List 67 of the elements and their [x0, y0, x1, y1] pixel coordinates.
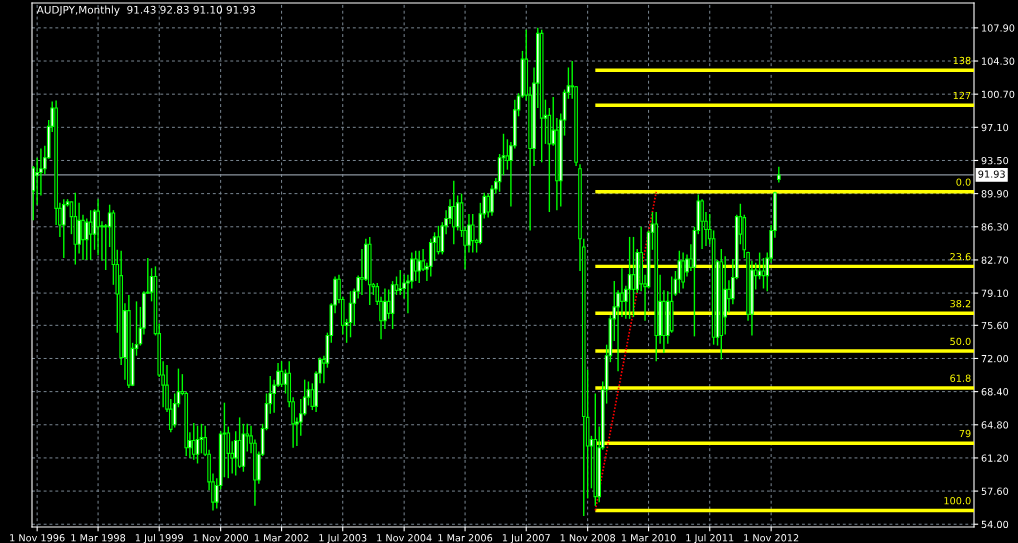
candlestick — [386, 288, 391, 320]
candlestick — [727, 279, 731, 314]
y-tick-label: 64.80 — [981, 421, 1009, 429]
x-tick-label: 1 Jul 2011 — [686, 533, 734, 543]
series-label: 23.6 — [950, 252, 971, 261]
y-tick-label: 61.20 — [981, 454, 1009, 462]
candlestick — [96, 198, 100, 257]
candlestick — [81, 214, 85, 261]
candlestick — [61, 198, 66, 259]
y-tick-label: 75.60 — [981, 321, 1009, 330]
candlestick — [360, 248, 364, 296]
x-tick-label: 1 Nov 2012 — [744, 534, 799, 542]
y-tick-label: 54.00 — [981, 520, 1009, 529]
candlestick — [191, 422, 196, 461]
series-label: 50.0 — [950, 337, 971, 346]
y-tick-label: 100.70 — [982, 90, 1015, 98]
x-tick-label: 1 Jul 2007 — [502, 533, 550, 543]
y-tick-label: 57.60 — [981, 487, 1009, 495]
candlestick — [620, 267, 624, 318]
y-tick-label: 107.90 — [982, 24, 1015, 32]
x-tick-label: 1 Nov 1996 — [10, 534, 65, 542]
series-label: 138 — [953, 56, 971, 65]
candlestick — [88, 209, 93, 261]
candlestick — [677, 250, 682, 294]
candlestick — [757, 251, 762, 280]
candlestick — [470, 213, 475, 254]
candlestick — [486, 192, 490, 219]
x-tick-label: 1 Jul 2003 — [319, 533, 367, 543]
candlestick — [383, 287, 387, 330]
candlestick — [700, 198, 704, 250]
y-tick-label: 93.50 — [981, 156, 1009, 165]
y-tick-label: 72.00 — [981, 354, 1009, 363]
series-label: 61.8 — [950, 374, 971, 382]
candlestick — [681, 251, 685, 290]
y-tick-label: 89.90 — [981, 190, 1009, 198]
series-label: 38.2 — [950, 299, 971, 308]
series-label: 100.0 — [944, 497, 971, 505]
x-tick-label: 1 Mar 2006 — [438, 534, 493, 542]
chart-title: AUDJPY,Monthly 91.43 92.83 91.10 91.93 — [36, 5, 255, 16]
y-tick-label: 68.40 — [981, 388, 1009, 396]
candlestick — [417, 250, 422, 284]
candlestick — [451, 180, 456, 245]
series-label: 79 — [959, 429, 971, 438]
candlestick — [777, 165, 781, 184]
x-tick-label: 1 Mar 1998 — [71, 534, 126, 542]
candlestick — [398, 269, 403, 296]
series-label: 127 — [953, 91, 971, 100]
candlestick — [627, 236, 632, 320]
x-tick-label: 1 Jul 1999 — [135, 533, 183, 543]
candlestick — [761, 257, 766, 290]
y-tick-label: 104.30 — [982, 57, 1015, 65]
candlestick — [413, 250, 418, 282]
x-tick-label: 1 Mar 2002 — [254, 534, 309, 542]
y-tick-label: 79.10 — [981, 289, 1009, 297]
x-tick-label: 1 Nov 2008 — [560, 534, 616, 542]
y-tick-label: 82.70 — [981, 256, 1009, 264]
y-tick-label: 97.10 — [981, 123, 1009, 132]
x-tick-label: 1 Mar 2010 — [621, 534, 676, 542]
x-tick-label: 1 Nov 2004 — [377, 534, 432, 542]
candlestick — [233, 430, 238, 477]
candlestick — [455, 194, 460, 232]
candlestick — [199, 423, 204, 455]
series-label: 0.0 — [956, 178, 971, 186]
candlestick — [505, 138, 510, 171]
x-tick-label: 1 Nov 2000 — [193, 534, 249, 542]
ref-line-label: 91.93 — [978, 170, 1005, 178]
y-tick-label: 86.30 — [981, 223, 1009, 231]
